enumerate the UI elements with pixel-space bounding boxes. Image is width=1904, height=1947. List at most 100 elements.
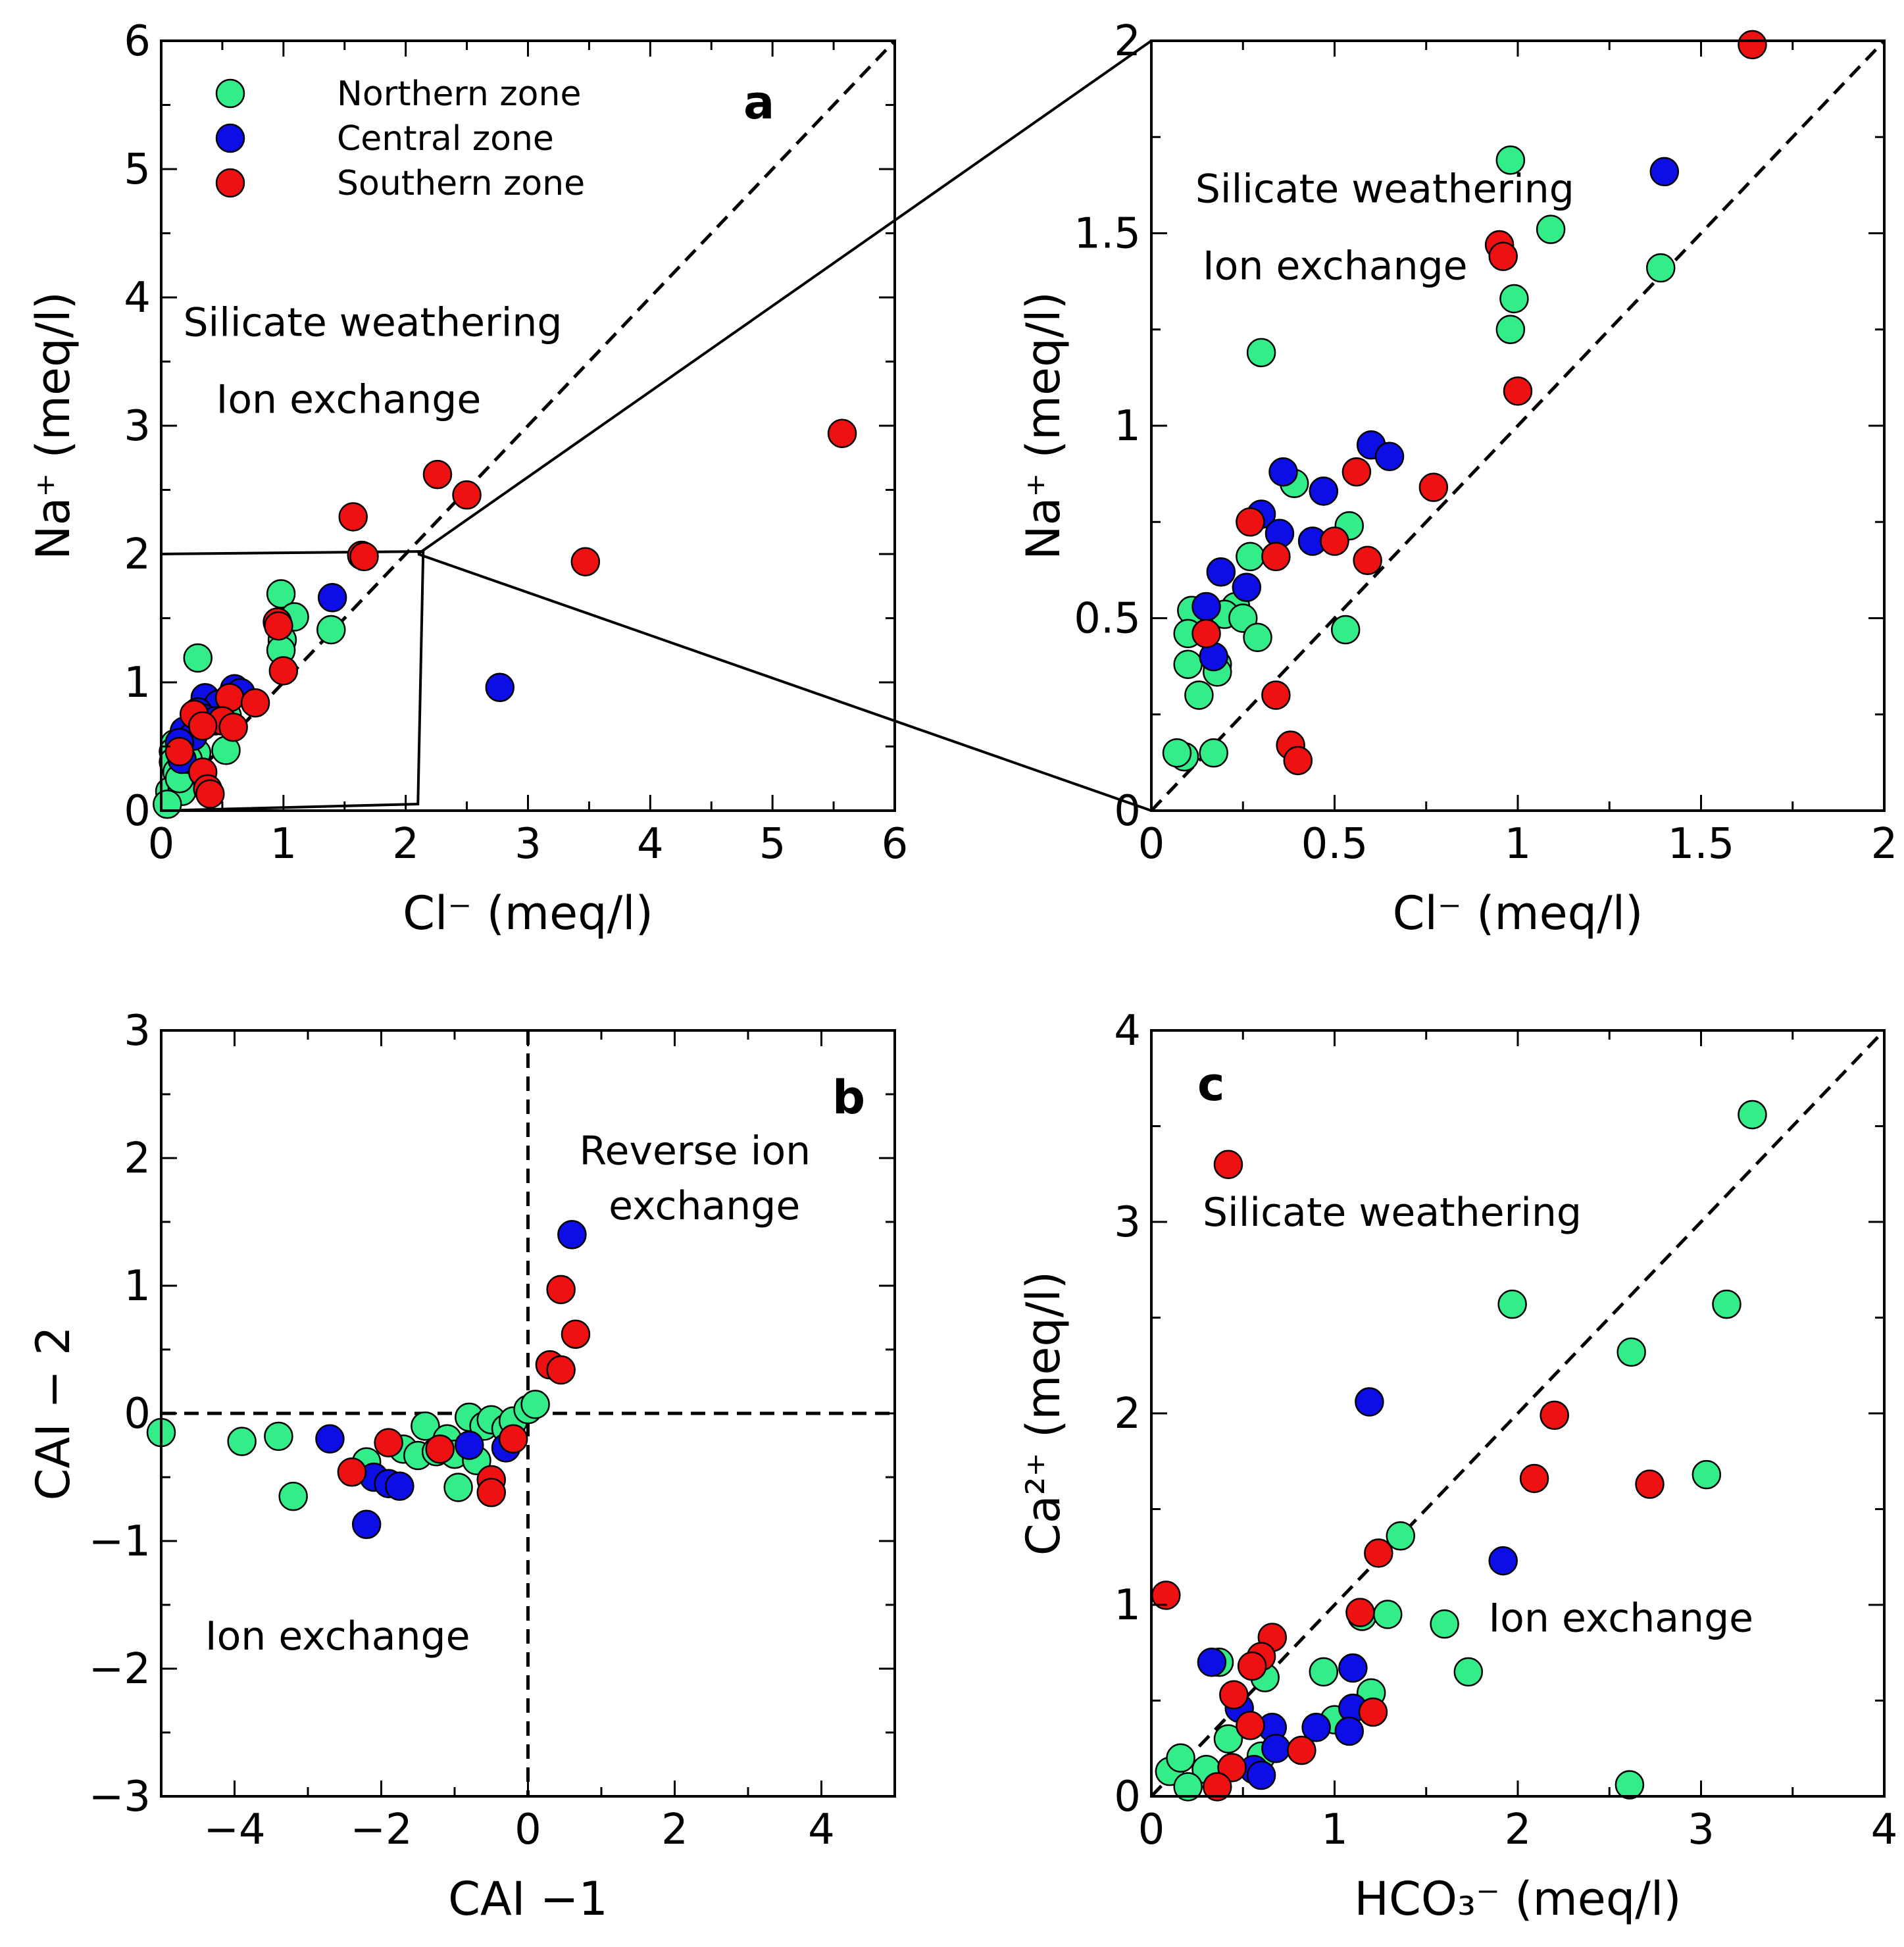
- data-point: [1162, 738, 1192, 768]
- reference-line-one-to-one: [161, 41, 895, 811]
- x-tick-label: 4: [808, 1806, 835, 1854]
- data-point: [1197, 1648, 1227, 1677]
- annotation-ion-exchange: Ion exchange: [205, 1613, 470, 1659]
- data-point: [1536, 215, 1566, 244]
- annotation-silicate-weathering: Silicate weathering: [1195, 166, 1574, 213]
- data-point: [1355, 1387, 1384, 1417]
- series-southern-zone: [1151, 1150, 1665, 1802]
- x-tick-label: 1: [270, 820, 297, 869]
- panel-letter: b: [832, 1071, 865, 1125]
- data-point: [337, 1457, 367, 1487]
- data-point: [264, 611, 293, 641]
- data-point: [1206, 557, 1236, 587]
- x-tick-label: 4: [1871, 1806, 1898, 1854]
- legend: Northern zone Central zone Southern zone: [215, 74, 585, 203]
- y-tick-label: 4: [1114, 1007, 1141, 1055]
- data-point: [1386, 1521, 1416, 1551]
- series-northern-zone: [1162, 145, 1676, 772]
- legend-marker-southern-zone: [215, 168, 245, 198]
- data-point: [1635, 1469, 1665, 1499]
- data-point: [1334, 1716, 1365, 1746]
- data-point: [1373, 1600, 1403, 1629]
- y-tick-label: 2: [1114, 1390, 1141, 1438]
- x-tick-label: 0: [1138, 820, 1165, 869]
- x-axis-label: CAI −1: [448, 1872, 608, 1926]
- x-tick-label: −2: [350, 1806, 412, 1854]
- data-point: [1418, 472, 1449, 502]
- x-tick-label: 0: [1138, 1806, 1165, 1854]
- data-point: [1330, 615, 1361, 645]
- y-axis-label: Ca²⁺ (meq/l): [1016, 1271, 1070, 1555]
- series-southern-zone: [1191, 30, 1767, 776]
- data-point: [218, 713, 248, 742]
- data-point: [1199, 738, 1228, 768]
- legend-marker-central-zone: [215, 123, 245, 153]
- data-point: [1237, 1651, 1267, 1681]
- y-axis-label: Na⁺ (meq/l): [26, 291, 80, 560]
- data-point: [1309, 1657, 1339, 1687]
- data-point: [374, 1428, 403, 1457]
- data-point: [1219, 1680, 1249, 1710]
- x-tick-label: 1.5: [1668, 820, 1735, 869]
- data-point: [338, 502, 368, 532]
- x-tick-label: 0: [148, 820, 175, 869]
- data-point: [1173, 1772, 1203, 1802]
- data-point: [1287, 1735, 1316, 1765]
- x-tick-label: 2: [661, 1806, 688, 1854]
- x-tick-label: −4: [203, 1806, 265, 1854]
- data-point: [188, 711, 218, 741]
- data-point: [455, 1430, 484, 1460]
- data-point: [317, 583, 347, 613]
- data-point: [1261, 680, 1291, 710]
- data-point: [1268, 457, 1298, 487]
- data-point: [1495, 315, 1526, 344]
- data-point: [546, 1275, 576, 1305]
- data-point: [1236, 542, 1265, 572]
- zoom-connector-lines: [417, 39, 1153, 812]
- data-point: [1246, 1760, 1276, 1790]
- x-tick-label: 4: [637, 820, 664, 869]
- data-point: [1184, 680, 1214, 710]
- y-tick-label: 1.5: [1074, 210, 1141, 259]
- y-axis-label: CAI − 2: [26, 1326, 80, 1500]
- data-point: [1488, 241, 1518, 271]
- data-point: [1712, 1289, 1741, 1319]
- data-point: [1649, 157, 1680, 187]
- series-southern-zone: [164, 418, 857, 809]
- data-point: [1738, 30, 1767, 60]
- y-tick-label: 0: [124, 1390, 151, 1438]
- x-axis-label: Cl⁻ (meq/l): [403, 886, 653, 940]
- data-point: [240, 688, 270, 718]
- x-tick-label: 6: [882, 820, 909, 869]
- data-point: [1283, 746, 1313, 776]
- data-point: [425, 1434, 455, 1464]
- x-tick-label: 3: [1688, 1806, 1715, 1854]
- y-tick-label: 1: [1114, 402, 1141, 451]
- data-point: [1246, 338, 1276, 368]
- data-point: [1540, 1400, 1569, 1430]
- data-point: [452, 480, 482, 510]
- panel-letter: a: [743, 76, 774, 130]
- data-point: [411, 1411, 440, 1441]
- legend-label-northern-zone: Northern zone: [337, 74, 581, 114]
- x-tick-label: 5: [759, 820, 786, 869]
- y-tick-label: 1: [124, 659, 151, 707]
- data-point: [1691, 1459, 1722, 1490]
- y-tick-label: 2: [124, 530, 151, 579]
- y-tick-label: 2: [124, 1134, 151, 1183]
- legend-label-central-zone: Central zone: [337, 119, 554, 159]
- data-point: [570, 547, 601, 576]
- y-tick-label: 4: [124, 274, 151, 322]
- data-point: [1261, 542, 1291, 572]
- y-tick-label: −2: [89, 1645, 151, 1694]
- zoom-connector-bottom: [417, 553, 1152, 812]
- data-point: [1488, 1546, 1518, 1576]
- panel-c-ca-vs-hco3: 0 1 2 3 4 0 1 2 3 4 HCO₃⁻ (meq/l) Ca²⁺ (meq/l) Silic…: [1016, 1007, 1897, 1926]
- data-point: [1499, 284, 1529, 314]
- zoom-connector-top: [417, 39, 1153, 555]
- data-point: [1166, 1743, 1195, 1773]
- y-tick-label: 1: [124, 1262, 151, 1311]
- panel-b-cai: −4 −2 0 2 4 −3 −2 −1 0 1 2 3 CAI −1 CAI − 2 Reverse io…: [26, 1007, 896, 1926]
- data-point: [1519, 1463, 1549, 1494]
